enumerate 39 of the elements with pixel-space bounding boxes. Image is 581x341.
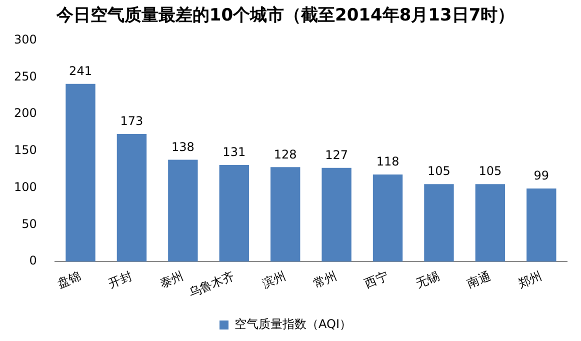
bar	[66, 84, 96, 262]
x-tick-label: 泰州	[158, 268, 186, 291]
data-label: 138	[171, 140, 194, 154]
bar	[322, 168, 352, 262]
bar	[372, 174, 403, 262]
x-tick-label: 无锡	[414, 268, 442, 291]
y-tick-label: 50	[22, 216, 37, 231]
y-tick-label: 150	[14, 143, 37, 158]
legend-label: 空气质量指数（AQI）	[234, 317, 352, 332]
bar	[219, 164, 249, 262]
bar	[424, 184, 454, 262]
data-label: 105	[478, 164, 502, 178]
data-label: 241	[69, 64, 92, 78]
y-tick-label: 0	[29, 254, 37, 268]
chart-title: 今日空气质量最差的10个城市（截至2014年8月13日7时）	[55, 6, 515, 26]
x-tick-label: 乌鲁木齐	[186, 268, 236, 300]
y-tick-label: 250	[14, 69, 37, 84]
data-label: 173	[120, 114, 144, 128]
x-tick-label: 盘锦	[55, 268, 83, 291]
data-label: 105	[428, 164, 450, 178]
x-tick-label: 西宁	[362, 268, 390, 291]
bar	[475, 184, 506, 262]
data-label: 128	[274, 147, 297, 162]
y-tick-label: 300	[14, 32, 37, 47]
bar	[168, 160, 198, 262]
bar	[270, 167, 300, 262]
data-label: 99	[534, 168, 550, 183]
data-label: 118	[376, 154, 400, 169]
x-tick-label: 常州	[311, 268, 339, 291]
data-label: 131	[222, 145, 246, 160]
x-tick-label: 郑州	[516, 268, 544, 291]
data-label: 127	[325, 148, 348, 162]
bar	[526, 188, 556, 262]
bar	[116, 134, 147, 262]
x-tick-label: 滨州	[260, 268, 288, 291]
y-tick-label: 200	[14, 106, 37, 120]
x-tick-label: 南通	[464, 268, 493, 291]
x-tick-label: 开封	[106, 268, 134, 291]
y-tick-label: 100	[14, 180, 37, 194]
